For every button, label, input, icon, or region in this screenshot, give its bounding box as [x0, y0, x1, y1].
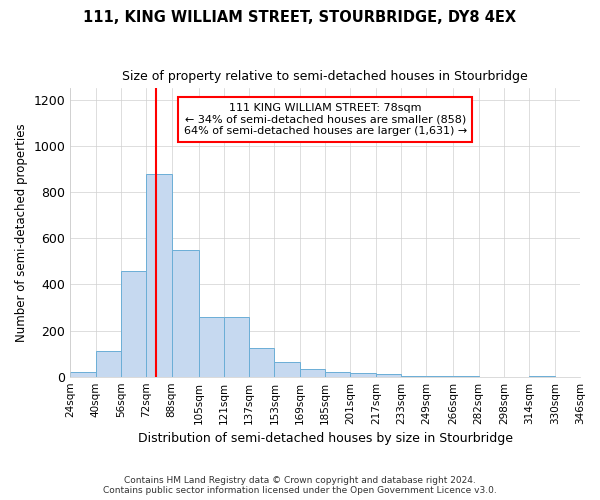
Bar	[172, 250, 199, 376]
Bar	[121, 270, 146, 376]
Y-axis label: Number of semi-detached properties: Number of semi-detached properties	[15, 123, 28, 342]
Bar	[300, 368, 325, 376]
Bar	[274, 362, 300, 376]
Bar	[350, 373, 376, 376]
Text: 111 KING WILLIAM STREET: 78sqm
← 34% of semi-detached houses are smaller (858)
6: 111 KING WILLIAM STREET: 78sqm ← 34% of …	[184, 103, 467, 136]
Bar	[146, 174, 172, 376]
Bar	[325, 372, 350, 376]
Bar	[199, 316, 224, 376]
Bar	[95, 352, 121, 376]
Title: Size of property relative to semi-detached houses in Stourbridge: Size of property relative to semi-detach…	[122, 70, 528, 83]
Text: 111, KING WILLIAM STREET, STOURBRIDGE, DY8 4EX: 111, KING WILLIAM STREET, STOURBRIDGE, D…	[83, 10, 517, 25]
Text: Contains HM Land Registry data © Crown copyright and database right 2024.
Contai: Contains HM Land Registry data © Crown c…	[103, 476, 497, 495]
X-axis label: Distribution of semi-detached houses by size in Stourbridge: Distribution of semi-detached houses by …	[137, 432, 512, 445]
Bar	[224, 316, 249, 376]
Bar	[70, 372, 95, 376]
Bar	[249, 348, 274, 376]
Bar	[376, 374, 401, 376]
